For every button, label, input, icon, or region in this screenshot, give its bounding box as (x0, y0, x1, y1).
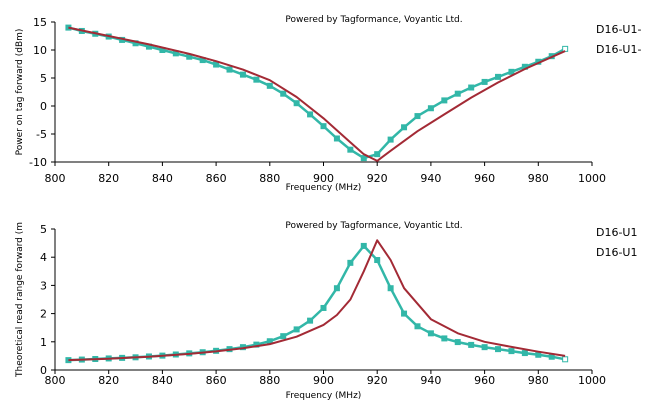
y-tick-label: 3 (40, 279, 47, 292)
data-point (213, 61, 220, 68)
data-point (535, 351, 542, 358)
x-axis-label: Frequency (MHz) (286, 183, 362, 193)
y-tick-label: 2 (40, 308, 47, 321)
y-tick-label: 5 (40, 72, 47, 85)
x-tick-label: 920 (367, 374, 388, 387)
y-axis-label: Power on tag forward (dBm) (15, 29, 25, 156)
x-tick-label: 940 (420, 172, 441, 185)
data-point (441, 97, 448, 104)
data-point (266, 82, 273, 89)
x-tick-label: 820 (98, 172, 119, 185)
data-point (239, 71, 246, 78)
data-point (387, 136, 394, 143)
x-tick-label: 840 (152, 374, 173, 387)
legend-entry: D16-U1 (596, 246, 638, 259)
data-point (333, 285, 340, 292)
data-point (401, 310, 408, 317)
legend-entry: D16-U1- (596, 23, 641, 36)
data-point (562, 356, 569, 363)
data-point (468, 84, 475, 91)
data-point (360, 155, 367, 162)
data-point (374, 257, 381, 264)
watermark-text: Powered by Tagformance, Voyantic Ltd. (285, 221, 462, 231)
data-point (333, 135, 340, 142)
x-tick-label: 820 (98, 374, 119, 387)
x-tick-label: 800 (45, 374, 66, 387)
data-point (280, 333, 287, 340)
data-point (508, 348, 515, 355)
data-point (508, 68, 515, 75)
x-tick-label: 900 (313, 374, 334, 387)
x-axis-label: Frequency (MHz) (286, 391, 362, 401)
data-point (427, 330, 434, 337)
y-tick-label: 4 (40, 251, 47, 264)
data-point (521, 350, 528, 357)
y-tick-label: 15 (33, 16, 47, 29)
x-tick-label: 1000 (578, 172, 606, 185)
x-tick-label: 880 (259, 374, 280, 387)
data-point (441, 335, 448, 342)
y-tick-label: 0 (40, 100, 47, 113)
data-point (454, 90, 461, 97)
data-point (347, 259, 354, 266)
data-point (481, 344, 488, 351)
data-point (427, 105, 434, 112)
data-point (495, 73, 502, 80)
watermark-text: Powered by Tagformance, Voyantic Ltd. (285, 15, 462, 25)
y-tick-label: 5 (40, 223, 47, 236)
chart-2: 800 820 840 860 880 900 920 940 960 980 1000 5 4 3 2 1 0… (15, 221, 638, 401)
y-tick-label: -10 (29, 156, 47, 169)
data-point (347, 146, 354, 153)
legend-entry: D16-U1 (596, 226, 638, 239)
data-point (495, 346, 502, 353)
x-tick-label: 1000 (578, 374, 606, 387)
series-line-2 (68, 26, 566, 162)
y-axis-label: Theoretical read range forward (m (15, 222, 25, 378)
data-point (280, 90, 287, 97)
x-tick-label: 860 (206, 374, 227, 387)
y-tick-label: 0 (40, 364, 47, 377)
y-tick-label: 10 (33, 44, 47, 57)
data-point (360, 242, 367, 249)
data-point (481, 78, 488, 85)
x-tick-label: 960 (474, 172, 495, 185)
series-line-1 (68, 26, 566, 160)
x-tick-label: 880 (259, 172, 280, 185)
y-tick-label: 1 (40, 336, 47, 349)
x-tick-label: 980 (528, 374, 549, 387)
y-tick-label: -5 (36, 128, 47, 141)
data-point (414, 323, 421, 330)
data-point (307, 317, 314, 324)
legend-entry: D16-U1- (596, 43, 641, 56)
data-point (374, 151, 381, 158)
data-point (468, 341, 475, 348)
x-tick-label: 860 (206, 172, 227, 185)
data-point (320, 304, 327, 311)
x-tick-label: 840 (152, 172, 173, 185)
data-point (414, 113, 421, 120)
data-point (401, 124, 408, 131)
x-tick-label: 800 (45, 172, 66, 185)
data-point (320, 123, 327, 130)
x-tick-label: 960 (474, 374, 495, 387)
data-point (253, 76, 260, 83)
data-point (226, 66, 233, 73)
data-point (293, 100, 300, 107)
chart-1: 800 820 840 860 880 900 920 940 960 980 1000 15 10 5 0… (15, 15, 641, 193)
x-tick-label: 940 (420, 374, 441, 387)
series-line-2 (68, 239, 566, 362)
x-tick-label: 920 (367, 172, 388, 185)
x-tick-label: 980 (528, 172, 549, 185)
x-tick-label: 900 (313, 172, 334, 185)
data-point (454, 339, 461, 346)
data-point (307, 111, 314, 118)
data-point (562, 45, 569, 52)
data-point (387, 285, 394, 292)
data-point (293, 326, 300, 333)
